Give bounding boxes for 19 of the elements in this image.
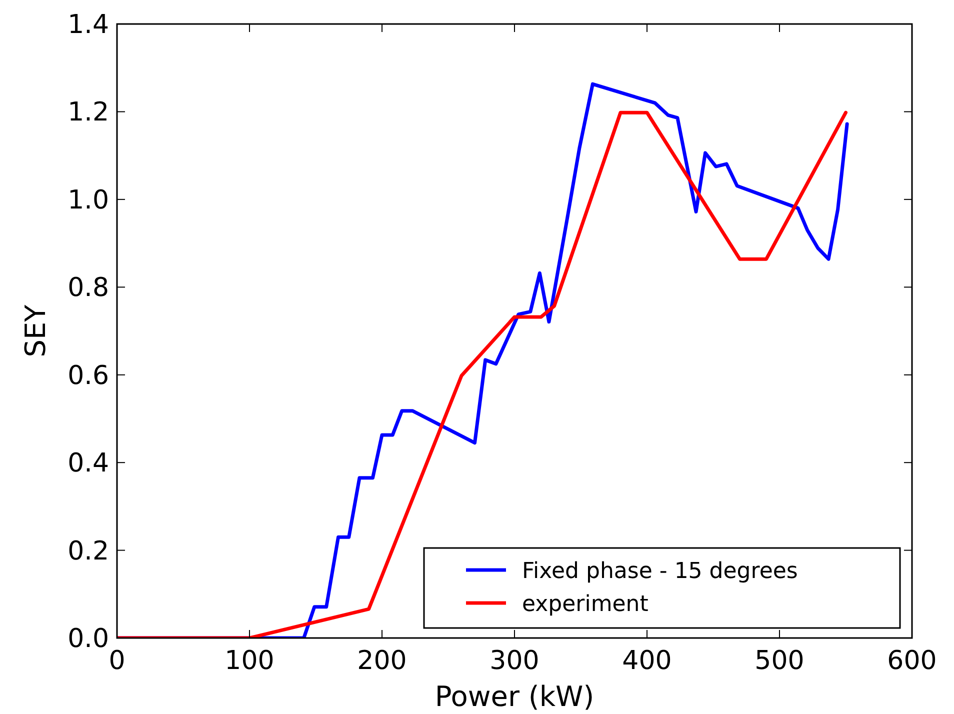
x-tick-label: 300 [490,646,540,676]
y-tick-label: 0.2 [68,536,109,566]
y-tick-label: 1.2 [68,98,109,128]
y-tick-label: 1.4 [68,10,109,40]
x-tick-label: 500 [754,646,804,676]
x-tick-label: 600 [887,646,937,676]
x-tick-label: 400 [622,646,672,676]
y-tick-label: 1.0 [68,185,109,216]
x-axis-title: Power (kW) [434,680,594,713]
legend-label: Fixed phase - 15 degrees [522,559,798,584]
y-tick-label: 0.8 [68,273,109,304]
y-tick-label: 0.4 [68,448,109,479]
y-axis-title: SEY [19,304,52,358]
legend-label: experiment [522,592,649,617]
x-tick-label: 200 [357,646,407,676]
x-tick-label: 100 [224,646,274,676]
y-tick-label: 0.6 [68,360,109,391]
y-tick-label: 0.0 [68,624,109,654]
x-tick-label: 0 [108,646,126,676]
